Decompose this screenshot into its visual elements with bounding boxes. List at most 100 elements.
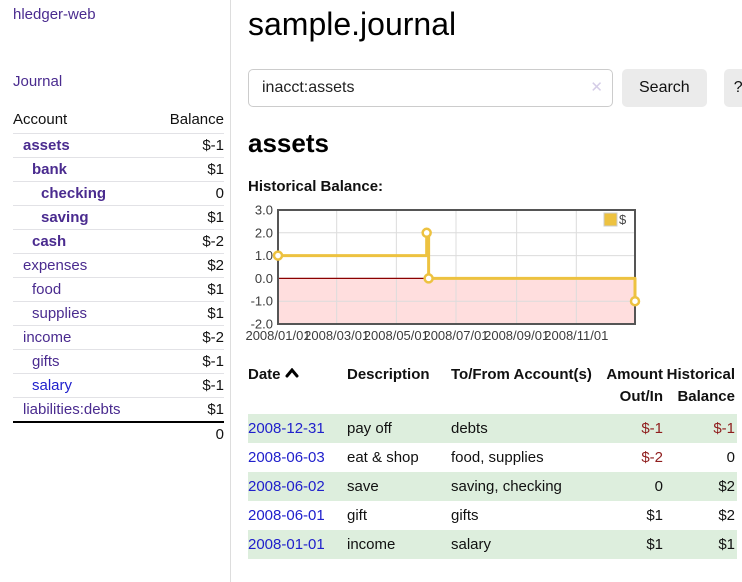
main-content: sample.journal ✕ Search ? assets Histori… xyxy=(231,0,742,582)
transaction-balance: $1 xyxy=(718,536,735,553)
transaction-amount: 0 xyxy=(654,478,663,495)
account-link[interactable]: income xyxy=(23,329,72,346)
account-link[interactable]: supplies xyxy=(32,305,88,322)
search-button[interactable]: Search xyxy=(622,69,707,107)
svg-text:2008/01/01: 2008/01/01 xyxy=(245,328,310,343)
svg-text:2.0: 2.0 xyxy=(255,225,273,240)
transaction-date-link[interactable]: 2008-06-03 xyxy=(248,449,325,466)
account-row-checking: checking 0 xyxy=(13,181,224,206)
transaction-date-cell: 2008-01-01 xyxy=(248,530,347,559)
transaction-amount: $1 xyxy=(646,507,663,524)
svg-text:1.0: 1.0 xyxy=(255,248,273,263)
transaction-balance: 0 xyxy=(726,449,735,466)
account-link[interactable]: expenses xyxy=(23,257,88,274)
transaction-balance: $-1 xyxy=(713,420,735,437)
historical-balance-chart: $3.0 2.0 1.0 0.0 -1.0 -2.0 2008/01/01 2008/03/0… xyxy=(245,203,742,346)
register-table: Date Description To/From Account(s) Amou… xyxy=(248,362,737,559)
account-balance: $-1 xyxy=(202,377,224,394)
svg-text:3.0: 3.0 xyxy=(255,203,273,218)
accounts-total-row: 0 xyxy=(13,422,224,446)
register-header-description[interactable]: Description xyxy=(347,366,430,383)
transaction-accounts: food, supplies xyxy=(451,449,544,466)
account-balance: $-1 xyxy=(202,353,224,370)
transaction-balance: $2 xyxy=(718,478,735,495)
account-balance: $1 xyxy=(207,209,224,226)
register-header-balance[interactable]: Historical Balance xyxy=(666,366,735,405)
account-balance: $2 xyxy=(207,257,224,274)
svg-text:2008/09/01: 2008/09/01 xyxy=(484,328,549,343)
accounts-table: Account Balance assets $-1 bank $1 checking 0… xyxy=(13,108,224,446)
accounts-header-account: Account xyxy=(13,111,68,128)
page-title: sample.journal xyxy=(248,6,457,42)
account-row-saving: saving $1 xyxy=(13,205,224,230)
sort-ascending-icon xyxy=(285,368,299,378)
account-link[interactable]: bank xyxy=(32,161,68,178)
register-header-amount[interactable]: Amount Out/In xyxy=(606,366,663,405)
account-row-cash: cash $-2 xyxy=(13,229,224,254)
account-link[interactable]: checking xyxy=(41,185,107,202)
search-input[interactable] xyxy=(248,69,613,107)
transaction-accounts: gifts xyxy=(451,507,479,524)
account-balance: $-2 xyxy=(202,233,224,250)
transaction-date-link[interactable]: 2008-06-02 xyxy=(248,478,325,495)
account-row-salary: salary $-1 xyxy=(13,373,224,398)
register-header-row: Date Description To/From Account(s) Amou… xyxy=(248,362,737,414)
transaction-accounts: salary xyxy=(451,536,492,553)
account-heading: assets xyxy=(248,128,329,158)
account-row-liabilities-debts: liabilities:debts $1 xyxy=(13,397,224,423)
svg-text:2008/03/01: 2008/03/01 xyxy=(304,328,369,343)
accounts-body: assets $-1 bank $1 checking 0 saving $1 cash $-2 e… xyxy=(13,133,224,423)
account-link[interactable]: food xyxy=(32,281,62,298)
account-balance: $1 xyxy=(207,281,224,298)
account-balance: $1 xyxy=(207,401,224,418)
transaction-accounts: saving, checking xyxy=(451,478,562,495)
register-body: 2008-12-31 pay off debts $-1 $-1 2008-06-03 ea… xyxy=(248,414,737,559)
help-button[interactable]: ? xyxy=(723,69,742,107)
register-header-date[interactable]: Date xyxy=(248,362,347,414)
account-balance: $1 xyxy=(207,305,224,322)
account-link[interactable]: saving xyxy=(41,209,89,226)
account-balance: $-2 xyxy=(202,329,224,346)
transaction-date-link[interactable]: 2008-06-01 xyxy=(248,507,325,524)
transaction-amount: $1 xyxy=(646,536,663,553)
account-link[interactable]: liabilities:debts xyxy=(23,401,121,418)
transaction-date-cell: 2008-06-01 xyxy=(248,501,347,530)
transaction-date-cell: 2008-06-02 xyxy=(248,472,347,501)
svg-text:$: $ xyxy=(619,212,627,227)
account-link[interactable]: cash xyxy=(32,233,67,250)
clear-search-icon[interactable]: ✕ xyxy=(590,79,603,96)
chart-canvas: $3.0 2.0 1.0 0.0 -1.0 -2.02008/01/012008/03/0… xyxy=(245,203,641,343)
svg-text:2008/07/01: 2008/07/01 xyxy=(423,328,488,343)
brand-link[interactable]: hledger-web xyxy=(13,6,96,23)
account-link[interactable]: salary xyxy=(32,377,73,394)
table-row: 2008-06-01 gift gifts $1 $2 xyxy=(248,501,737,530)
accounts-header-balance: Balance xyxy=(169,111,224,128)
account-balance: $1 xyxy=(207,161,224,178)
transaction-accounts: debts xyxy=(451,420,488,437)
account-row-gifts: gifts $-1 xyxy=(13,349,224,374)
sidebar-item-journal[interactable]: Journal xyxy=(13,73,63,90)
account-row-supplies: supplies $1 xyxy=(13,301,224,326)
transaction-date-cell: 2008-12-31 xyxy=(248,414,347,443)
account-row-income: income $-2 xyxy=(13,325,224,350)
transaction-date-cell: 2008-06-03 xyxy=(248,443,347,472)
svg-text:2008/11/01: 2008/11/01 xyxy=(544,328,608,343)
table-row: 2008-12-31 pay off debts $-1 $-1 xyxy=(248,414,737,443)
table-row: 2008-06-03 eat & shop food, supplies $-2 0 xyxy=(248,443,737,472)
account-link[interactable]: gifts xyxy=(32,353,60,370)
transaction-description: eat & shop xyxy=(347,449,419,466)
svg-text:-1.0: -1.0 xyxy=(251,294,273,309)
search-bar: ✕ Search ? xyxy=(248,69,742,107)
transaction-date-link[interactable]: 2008-12-31 xyxy=(248,420,325,437)
chart-title: Historical Balance: xyxy=(248,178,384,195)
table-row: 2008-01-01 income salary $1 $1 xyxy=(248,530,737,559)
svg-text:2008/05/01: 2008/05/01 xyxy=(364,328,429,343)
account-balance: $-1 xyxy=(202,137,224,154)
transaction-date-link[interactable]: 2008-01-01 xyxy=(248,536,325,553)
account-balance: 0 xyxy=(215,185,224,202)
svg-text:-2.0: -2.0 xyxy=(251,317,273,332)
account-link[interactable]: assets xyxy=(23,137,70,154)
account-row-food: food $1 xyxy=(13,277,224,302)
register-header-accounts[interactable]: To/From Account(s) xyxy=(451,366,592,383)
